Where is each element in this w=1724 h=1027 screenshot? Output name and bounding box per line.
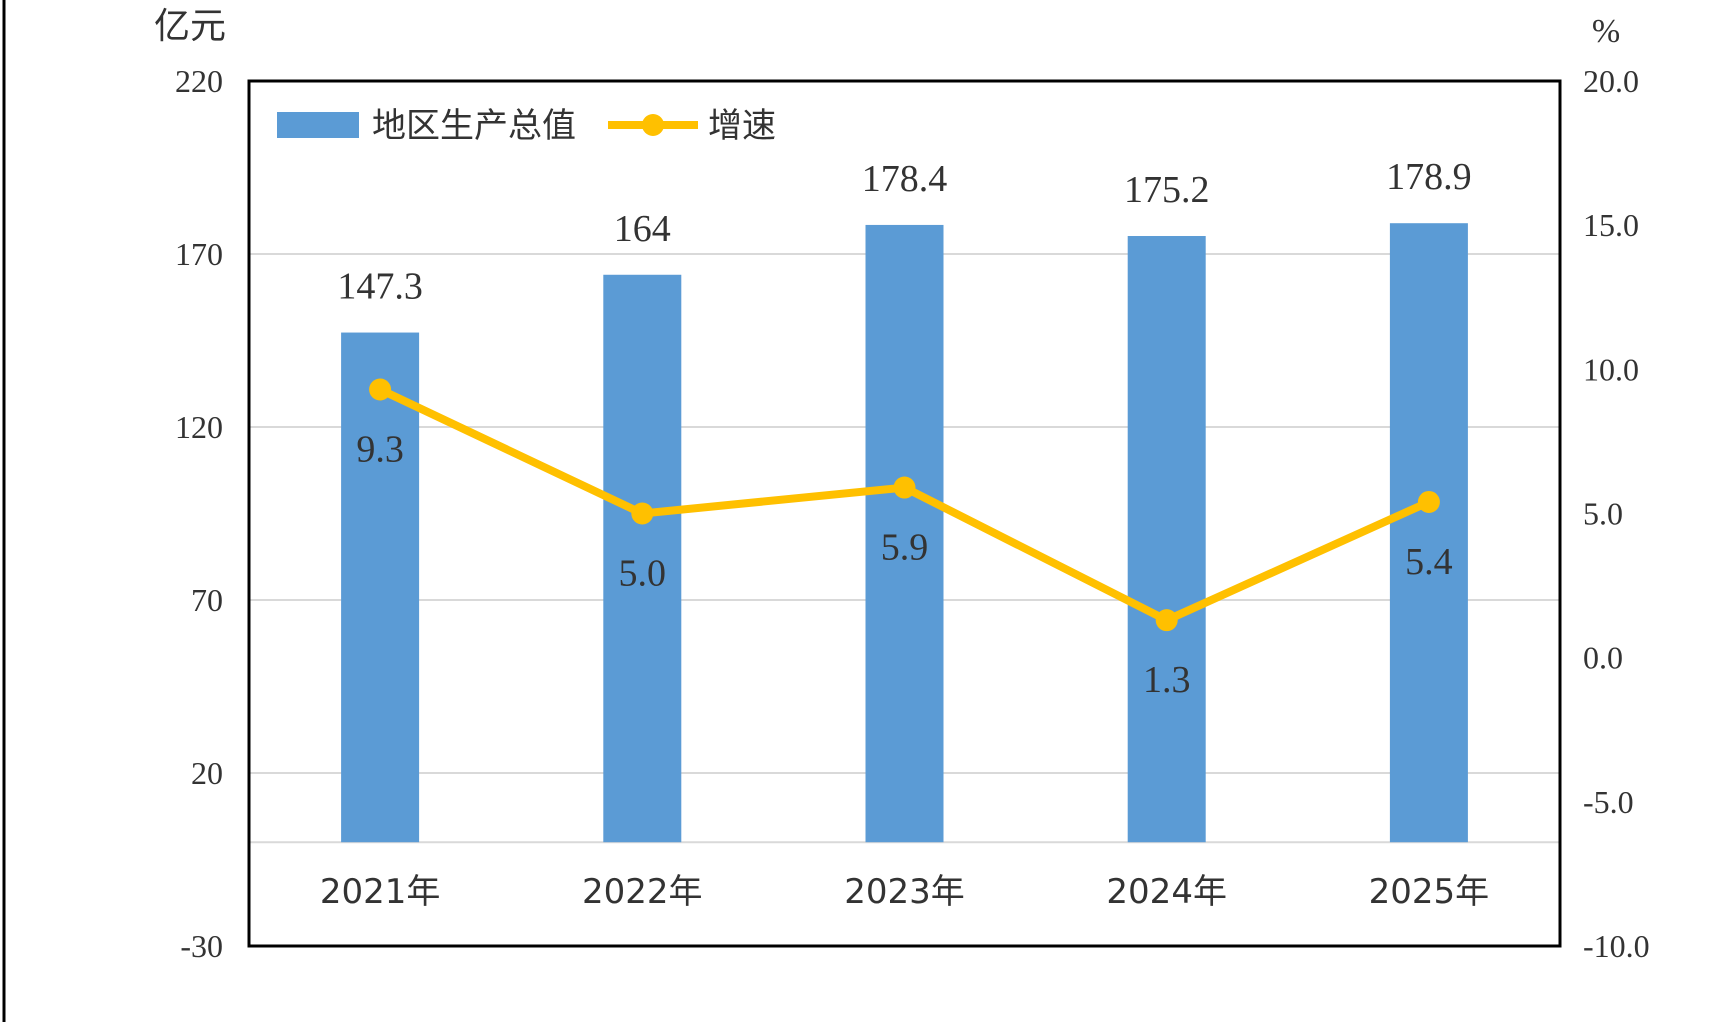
y-right-tick-label: 15.0 bbox=[1583, 207, 1639, 243]
line-data-label: 5.4 bbox=[1405, 541, 1453, 583]
line-data-label: 5.9 bbox=[881, 527, 929, 569]
bar-series bbox=[341, 223, 1468, 843]
bar bbox=[1389, 223, 1468, 843]
bar-data-label: 178.4 bbox=[862, 158, 948, 200]
x-tick-label: 2022年 bbox=[582, 872, 703, 912]
y-right-unit: % bbox=[1592, 13, 1620, 50]
x-tick-label: 2023年 bbox=[844, 872, 965, 912]
legend-swatch-bar bbox=[277, 112, 359, 138]
plot-frame bbox=[247, 79, 1562, 948]
bar-data-label: 147.3 bbox=[337, 266, 423, 308]
x-tick-label: 2021年 bbox=[320, 872, 441, 912]
bar bbox=[341, 332, 420, 843]
line-series bbox=[369, 378, 1440, 632]
x-axis: 2021年 2022年 2023年 2024年 2025年 bbox=[320, 872, 1489, 912]
y-left-axis: 220 170 120 70 20 -30 bbox=[175, 63, 223, 964]
y-right-tick-label: -10.0 bbox=[1583, 928, 1650, 964]
legend: 地区生产总值 增速 bbox=[277, 106, 776, 146]
legend-swatch-marker bbox=[642, 114, 664, 136]
x-tick-label: 2025年 bbox=[1369, 872, 1490, 912]
y-right-axis: 20.0 15.0 10.0 5.0 0.0 -5.0 -10.0 bbox=[1583, 63, 1650, 964]
y-left-tick-label: 170 bbox=[175, 236, 223, 272]
bar-data-labels: 147.3 164 178.4 175.2 178.9 bbox=[337, 156, 1471, 307]
y-left-tick-label: -30 bbox=[180, 928, 223, 964]
bar-data-label: 178.9 bbox=[1386, 156, 1472, 198]
growth-point bbox=[369, 378, 392, 401]
legend-label-line: 增速 bbox=[708, 106, 776, 146]
line-data-labels: 9.3 5.0 5.9 1.3 5.4 bbox=[356, 429, 1452, 702]
growth-point bbox=[893, 476, 916, 499]
growth-point bbox=[1155, 609, 1178, 632]
bar bbox=[865, 224, 944, 843]
y-right-tick-label: 0.0 bbox=[1583, 640, 1623, 676]
y-right-tick-label: 10.0 bbox=[1583, 351, 1639, 387]
bar-data-label: 175.2 bbox=[1124, 169, 1210, 211]
y-right-tick-label: 20.0 bbox=[1583, 63, 1639, 99]
legend-label-bar: 地区生产总值 bbox=[372, 106, 576, 146]
line-data-label: 5.0 bbox=[619, 553, 667, 595]
y-left-tick-label: 220 bbox=[175, 63, 223, 99]
bar bbox=[603, 274, 682, 843]
y-left-tick-label: 120 bbox=[175, 409, 223, 445]
y-right-tick-label: 5.0 bbox=[1583, 496, 1623, 532]
growth-point bbox=[631, 502, 654, 525]
bar-data-label: 164 bbox=[614, 208, 671, 250]
growth-point bbox=[1417, 490, 1440, 513]
bar bbox=[1127, 236, 1206, 843]
y-left-tick-label: 20 bbox=[191, 755, 223, 791]
y-left-tick-label: 70 bbox=[191, 582, 223, 618]
y-right-tick-label: -5.0 bbox=[1583, 784, 1634, 820]
x-tick-label: 2024年 bbox=[1106, 872, 1227, 912]
line-data-label: 1.3 bbox=[1143, 659, 1191, 701]
y-left-unit: 亿元 bbox=[154, 6, 226, 47]
line-data-label: 9.3 bbox=[356, 429, 404, 471]
